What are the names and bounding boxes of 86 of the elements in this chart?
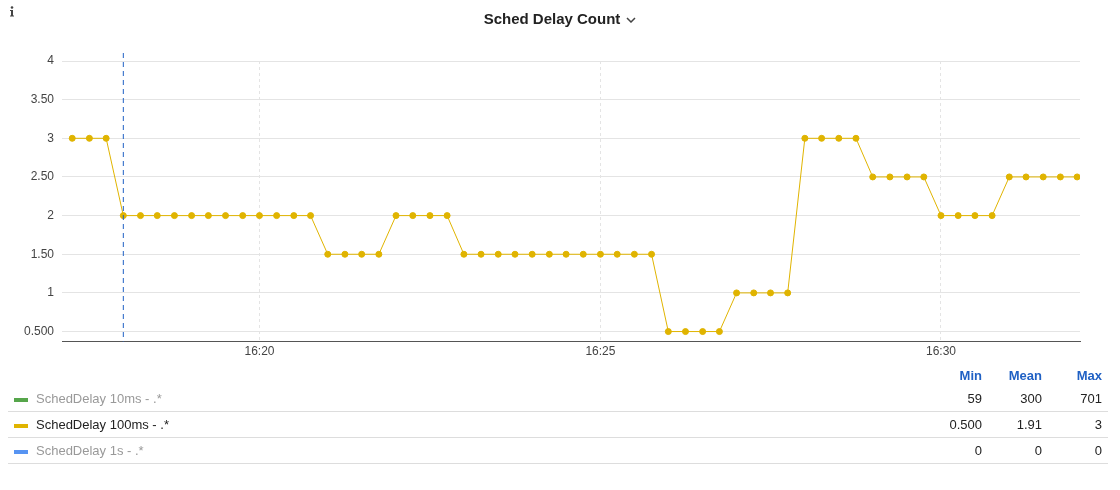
point <box>562 250 570 258</box>
point <box>852 134 860 142</box>
point <box>409 212 417 220</box>
point <box>545 250 553 258</box>
y-tick-label: 0.500 <box>23 323 55 338</box>
point <box>341 250 349 258</box>
y-tick-label: 2.50 <box>30 169 55 184</box>
point <box>85 134 93 142</box>
point <box>239 212 247 220</box>
point <box>869 173 877 181</box>
point <box>699 328 707 336</box>
point <box>170 212 178 220</box>
point <box>1056 173 1064 181</box>
point <box>137 212 144 220</box>
y-tick-label: 1.50 <box>30 246 55 261</box>
point <box>733 289 741 297</box>
text: 0 <box>928 437 988 464</box>
point <box>68 134 76 142</box>
point <box>630 250 638 258</box>
point <box>613 250 621 258</box>
point <box>477 250 485 258</box>
point <box>255 212 263 220</box>
point <box>1022 173 1030 181</box>
point <box>528 250 536 258</box>
point <box>443 212 451 220</box>
point <box>954 212 962 220</box>
point <box>188 212 196 220</box>
point <box>204 212 212 220</box>
point <box>1005 173 1013 181</box>
point <box>1073 173 1080 181</box>
point <box>784 289 792 297</box>
point <box>681 328 689 336</box>
text: 300 <box>988 386 1048 412</box>
point <box>358 250 366 258</box>
text: 59 <box>928 386 988 412</box>
text: 1.91 <box>988 411 1048 438</box>
point <box>426 212 434 220</box>
point <box>222 212 230 220</box>
text: 3 <box>1048 411 1108 438</box>
point <box>307 212 315 220</box>
text: 0.500 <box>928 411 988 438</box>
point <box>937 212 945 220</box>
point <box>818 134 826 142</box>
legend-label: SchedDelay 10ms - .* <box>36 391 162 406</box>
point <box>715 328 723 336</box>
y-tick-label: 3.50 <box>30 91 55 106</box>
point <box>511 250 519 258</box>
point <box>886 173 894 181</box>
point <box>392 212 400 220</box>
point <box>324 250 332 258</box>
text: Mean <box>1007 366 1043 385</box>
point <box>801 134 809 142</box>
legend-label: SchedDelay 100ms - .* <box>36 417 169 432</box>
legend-label: SchedDelay 1s - .* <box>36 443 144 458</box>
point <box>273 212 281 220</box>
point <box>460 250 468 258</box>
text: 0 <box>988 437 1048 464</box>
point <box>102 134 110 142</box>
y-tick-label: 3 <box>47 130 55 145</box>
point <box>579 250 587 258</box>
point <box>375 250 383 258</box>
x-tick-label: 16:20 <box>244 344 275 359</box>
y-tick-label: 4 <box>47 53 55 68</box>
point <box>153 212 161 220</box>
y-tick-label: 2 <box>47 207 55 222</box>
text: Max <box>1075 366 1103 385</box>
x-tick-label: 16:25 <box>585 344 616 359</box>
y-tick-label: 1 <box>47 285 55 300</box>
point <box>290 212 298 220</box>
point <box>835 134 843 142</box>
text: 0 <box>1048 437 1108 464</box>
point <box>971 212 979 220</box>
text: 701 <box>1048 386 1108 412</box>
point <box>664 328 672 336</box>
point <box>648 250 656 258</box>
point <box>494 250 502 258</box>
point <box>596 250 604 258</box>
x-tick-label: 16:30 <box>925 344 957 359</box>
point <box>988 212 996 220</box>
text: Min <box>958 366 983 385</box>
point <box>920 173 928 181</box>
chart-title: Sched Delay Count <box>483 10 621 27</box>
point <box>750 289 758 297</box>
point <box>767 289 775 297</box>
point <box>1039 173 1047 181</box>
point <box>903 173 911 181</box>
